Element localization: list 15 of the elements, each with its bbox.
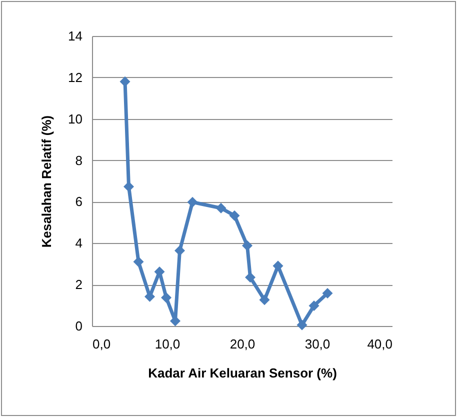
y-tick-label: 4 (75, 236, 82, 251)
y-axis-title: Kesalahan Relatif (%) (39, 115, 54, 248)
y-tick-label: 6 (75, 194, 82, 210)
x-tick-label: 30,0 (304, 336, 330, 352)
x-axis-title: Kadar Air Keluaran Sensor (%) (148, 366, 337, 380)
y-tick-label: 8 (75, 152, 82, 168)
y-tick-label: 14 (68, 28, 82, 44)
x-tick-label: 0,0 (92, 336, 111, 352)
x-tick-label: 40,0 (367, 336, 392, 352)
y-tick-label: 0 (75, 318, 82, 334)
y-tick-label: 12 (68, 70, 82, 85)
x-tick-label: 10,0 (154, 336, 180, 352)
y-tick-label: 10 (68, 111, 82, 126)
x-tick-label: 20,0 (230, 336, 256, 352)
y-tick-label: 2 (75, 277, 82, 292)
